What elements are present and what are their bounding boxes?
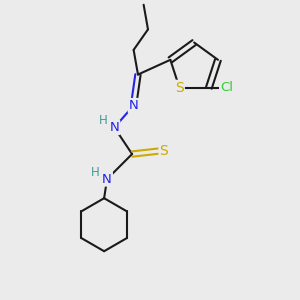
Text: N: N	[110, 121, 119, 134]
Text: N: N	[102, 172, 112, 186]
Text: S: S	[160, 144, 168, 158]
Text: H: H	[99, 114, 108, 127]
Text: Cl: Cl	[220, 81, 233, 94]
Text: H: H	[91, 166, 100, 179]
Text: N: N	[129, 99, 138, 112]
Text: S: S	[175, 81, 184, 95]
